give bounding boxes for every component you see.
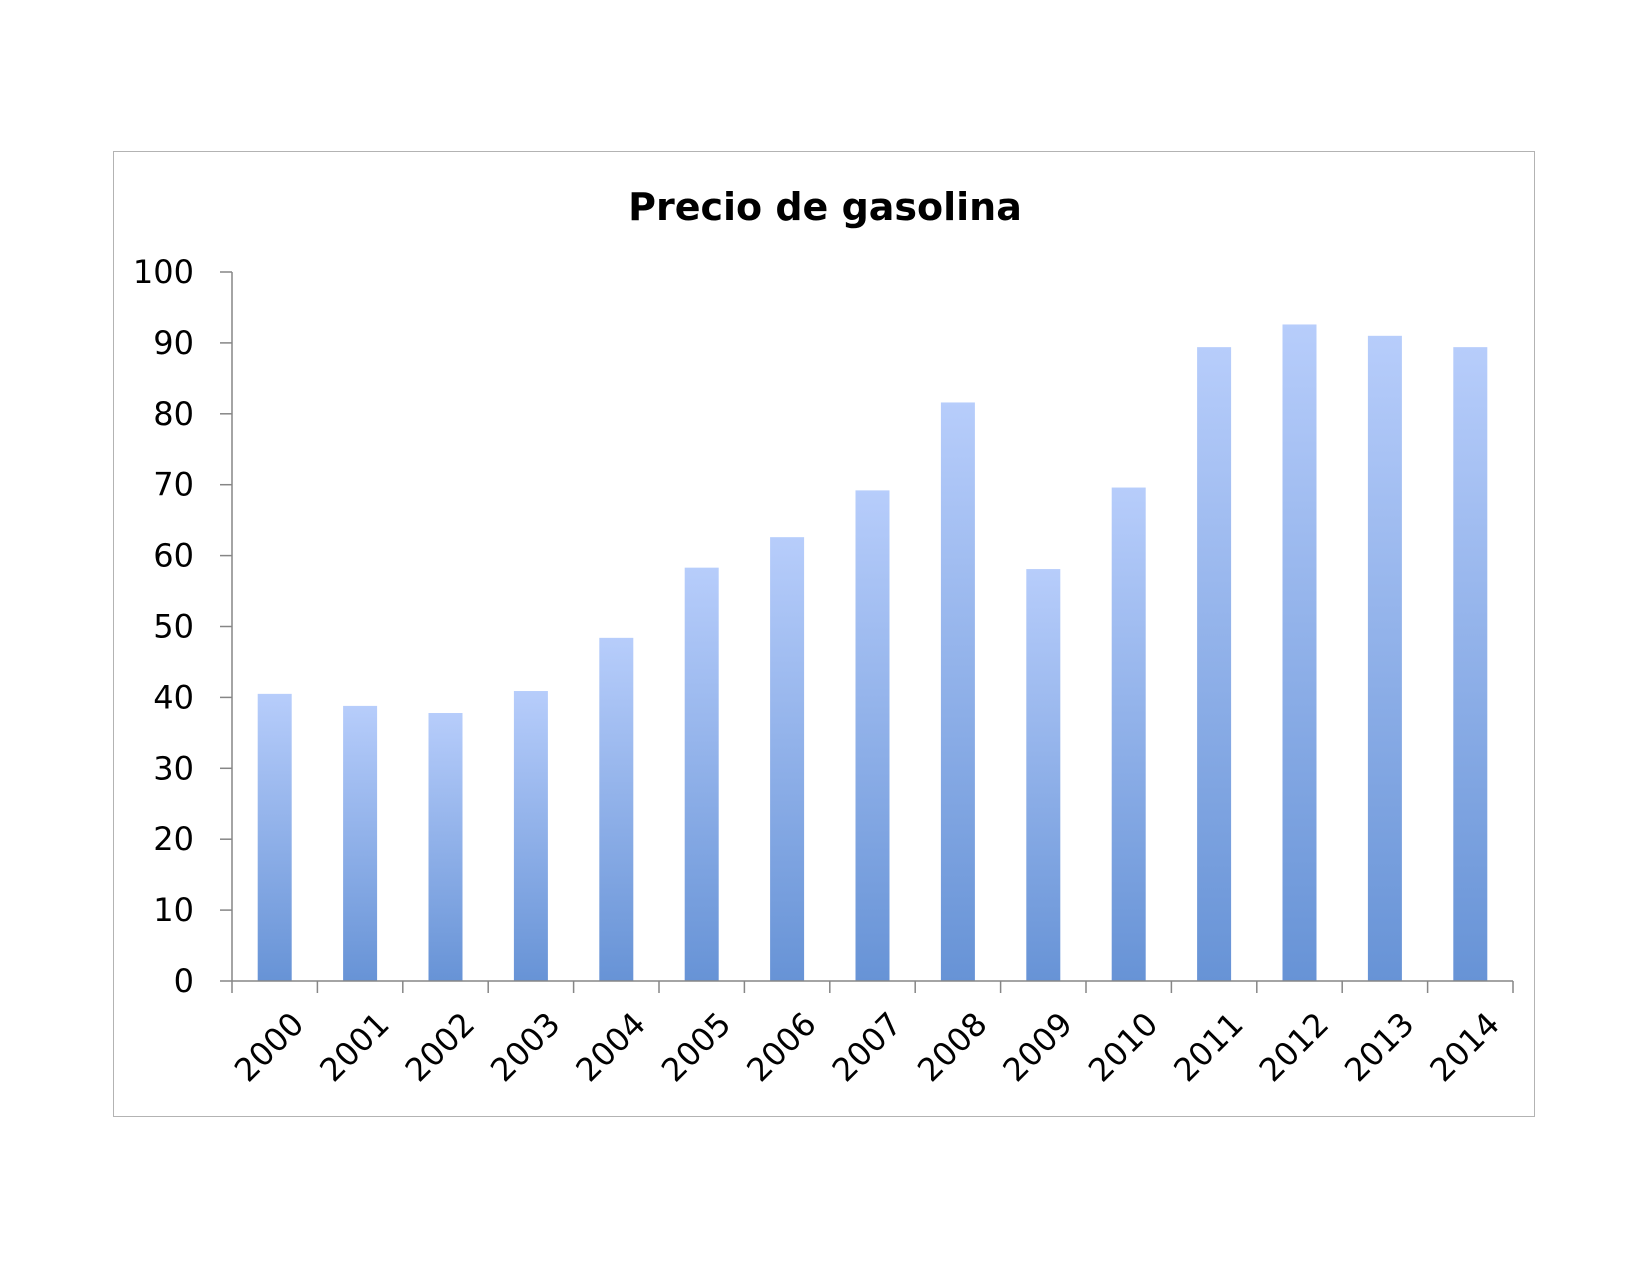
- bar-2010: [1111, 487, 1146, 981]
- x-tick-label-2001: 2001: [312, 1005, 396, 1089]
- bar-2007: [855, 490, 890, 981]
- bar-2013: [1367, 335, 1402, 981]
- y-tick-label-90: 90: [153, 324, 194, 362]
- x-tick-label-2014: 2014: [1422, 1005, 1506, 1089]
- bar-2009: [1026, 569, 1061, 981]
- bar-2000: [257, 693, 292, 981]
- bar-2005: [684, 567, 719, 981]
- bar-2014: [1453, 347, 1488, 981]
- x-tick-label-2006: 2006: [739, 1005, 823, 1089]
- x-tick-label-2007: 2007: [825, 1005, 909, 1089]
- y-tick-label-100: 100: [133, 253, 194, 291]
- chart-title: Precio de gasolina: [628, 185, 1022, 229]
- y-tick-labels: 0 10 20 30 40 50 60 70 80 90 100: [133, 253, 194, 1000]
- y-tick-label-0: 0: [174, 962, 194, 1000]
- axes-layer: [220, 271, 1514, 993]
- x-tick-label-2003: 2003: [483, 1005, 567, 1089]
- y-tick-label-60: 60: [153, 537, 194, 575]
- bar-2006: [770, 537, 805, 981]
- x-tick-label-2011: 2011: [1166, 1005, 1250, 1089]
- y-tick-label-70: 70: [153, 466, 194, 504]
- x-tick-label-2009: 2009: [995, 1005, 1079, 1089]
- y-tick-label-80: 80: [153, 395, 194, 433]
- y-tick-label-20: 20: [153, 820, 194, 858]
- bar-2008: [940, 402, 975, 982]
- bar-2002: [428, 713, 463, 981]
- x-tick-label-2005: 2005: [654, 1005, 738, 1089]
- x-tick-label-2013: 2013: [1337, 1005, 1421, 1089]
- x-tick-label-2004: 2004: [568, 1005, 652, 1089]
- bar-2012: [1282, 324, 1317, 982]
- x-tick-label-2000: 2000: [227, 1005, 311, 1089]
- bar-2011: [1197, 347, 1232, 981]
- y-tick-label-10: 10: [153, 891, 194, 929]
- y-tick-label-30: 30: [153, 749, 194, 787]
- x-tick-label-2008: 2008: [910, 1005, 994, 1089]
- x-tick-label-2002: 2002: [398, 1005, 482, 1089]
- x-tick-label-2012: 2012: [1252, 1005, 1336, 1089]
- bar-2001: [343, 705, 378, 981]
- x-tick-labels: 2000 2001 2002 2003 2004 2005 2006 2007 2008 2009…: [227, 1005, 1507, 1089]
- bar-2003: [513, 691, 548, 981]
- y-tick-label-40: 40: [153, 678, 194, 716]
- bar-2004: [599, 637, 634, 981]
- x-tick-label-2010: 2010: [1081, 1005, 1165, 1089]
- y-tick-label-50: 50: [153, 608, 194, 646]
- bars-layer: [257, 324, 1488, 982]
